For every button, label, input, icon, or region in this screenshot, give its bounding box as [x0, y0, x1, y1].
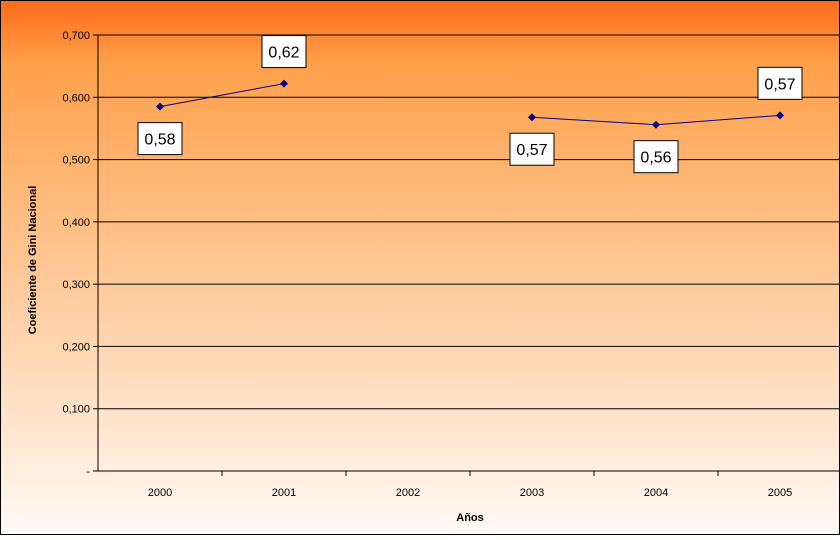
- data-label-box: [509, 132, 555, 166]
- data-label-box: [633, 140, 679, 174]
- x-tick-label: 2004: [644, 487, 668, 499]
- data-label: 0,57: [509, 132, 555, 166]
- data-label-text: 0,58: [144, 132, 175, 149]
- x-tick-label: 2005: [768, 487, 792, 499]
- data-point-marker: [652, 120, 660, 129]
- data-point-marker: [776, 111, 784, 120]
- data-label-box: [137, 122, 183, 156]
- data-label: 0,62: [261, 35, 307, 69]
- x-tick-label: 2000: [148, 487, 172, 499]
- x-tick-label: 2002: [396, 487, 420, 499]
- y-tick-label: -: [86, 466, 90, 478]
- data-label-text: 0,57: [764, 76, 795, 93]
- grid-lines: [98, 34, 840, 410]
- series-line-segment: [159, 83, 285, 108]
- data-point-marker: [156, 102, 164, 111]
- y-tick-label: 0,400: [62, 217, 90, 229]
- data-point-marker: [528, 113, 536, 122]
- data-label: 0,57: [757, 66, 803, 100]
- y-tick-label: 0,500: [62, 155, 90, 167]
- data-label-text: 0,57: [516, 142, 547, 159]
- data-label-text: 0,62: [268, 45, 299, 62]
- x-axis-title: Años: [456, 512, 484, 524]
- data-label-box: [757, 66, 803, 100]
- y-tick-label: 0,100: [62, 404, 90, 416]
- data-label: 0,58: [137, 122, 183, 156]
- data-point-marker: [280, 79, 288, 88]
- data-label-box: [261, 35, 307, 69]
- y-tick-label: 0,700: [62, 30, 90, 42]
- data-label: 0,56: [633, 140, 679, 174]
- axes: - 0,100 0,200 0,300 0,400 0,500 0,600 0,700 2000…: [62, 30, 840, 499]
- y-tick-label: 0,600: [62, 92, 90, 104]
- x-tick-label: 2003: [520, 487, 544, 499]
- data-labels: 0,58 0,62 0,57 0,56 0,57: [137, 35, 803, 174]
- y-tick-label: 0,200: [62, 341, 90, 353]
- data-label-text: 0,56: [640, 150, 671, 167]
- y-axis-title: Coeficiente de Gini Nacional: [27, 186, 39, 335]
- y-tick-label: 0,300: [62, 279, 90, 291]
- series-line-layer: [156, 79, 784, 129]
- x-tick-label: 2001: [272, 487, 296, 499]
